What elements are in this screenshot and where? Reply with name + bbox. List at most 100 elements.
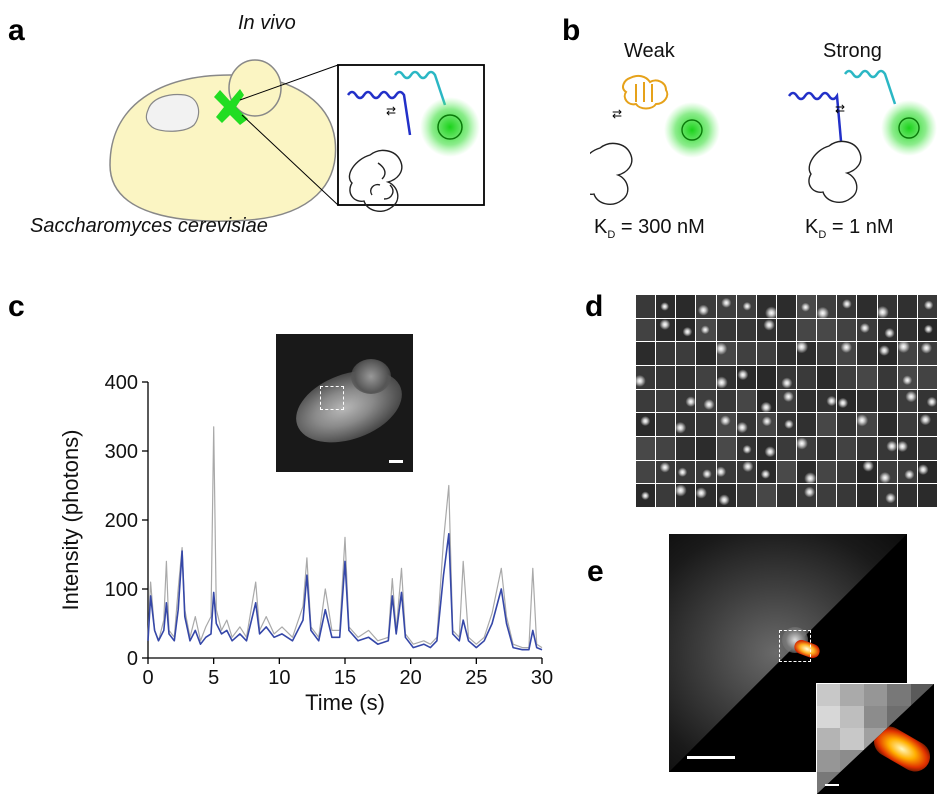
molecule-tile [917,484,937,507]
molecule-tile [696,318,716,342]
y-tick-label: 0 [127,648,138,670]
molecule-tile [837,484,857,507]
molecule-tile [756,365,776,389]
panel-letter-c: c [8,290,25,323]
intensity-trace-chart: 0 100 200 300 400 0 5 10 15 20 25 30 Time (s) Intensi… [58,372,553,715]
molecule-tile [857,460,877,484]
orange-nanobody [622,74,669,110]
molecule-tile [877,365,897,389]
cyan-helix [843,69,897,105]
molecule-tile [656,413,676,436]
equilibrium-arrows: ⇄ [612,107,622,121]
molecule-tile [656,484,676,507]
molecule-tile [636,460,656,484]
molecule-tile [736,295,756,318]
molecule-tile [716,484,736,507]
molecule-tile [656,365,676,389]
molecule-tile [817,295,837,318]
x-axis-label: Time (s) [305,690,385,715]
molecule-tile [877,389,897,413]
molecule-tile [636,365,656,389]
molecule-tile [797,295,817,318]
cyan-helix [393,70,447,106]
molecule-tile [756,318,776,342]
molecule-tile [636,342,656,365]
molecule-tile [736,484,756,507]
kd-value: = 1 nM [826,216,894,238]
molecule-tile [897,342,917,365]
molecule-tile [897,484,917,507]
molecule-tile [756,436,776,460]
molecule-tile [776,413,797,436]
gfp-glow [420,97,480,157]
molecule-tile [897,413,917,436]
molecule-tile [736,342,756,365]
y-tick-label: 400 [105,372,138,394]
molecule-tile [817,413,837,436]
y-tick-label: 200 [105,510,138,532]
molecule-tile [857,365,877,389]
molecule-tile [776,295,797,318]
molecule-tile [636,484,656,507]
scale-bar [687,756,735,759]
pixel [887,684,911,706]
super-resolution-image [669,534,907,772]
molecule-tile [797,413,817,436]
panel-letter-b: b [562,14,581,47]
molecule-tile [797,318,817,342]
pixel [817,750,841,772]
molecule-tile [716,365,736,389]
binding-diagram-weak: ⇄ [590,74,720,205]
molecule-tile [756,460,776,484]
molecule-tile [877,436,897,460]
molecule-tile [656,295,676,318]
molecule-tile [676,389,696,413]
molecule-tile [877,318,897,342]
zoom-inset [816,683,935,795]
molecule-tile [797,365,817,389]
molecule-tile [716,436,736,460]
molecule-tile [756,342,776,365]
molecule-tile [696,436,716,460]
single-molecule-tile-grid [636,295,937,507]
molecule-tile [877,413,897,436]
molecule-tile [776,365,797,389]
kd-subscript: D [607,229,616,241]
scale-bar [389,460,403,463]
gfp-barrel [437,114,463,140]
molecule-tile [696,484,716,507]
black-protein-structure [348,149,403,212]
x-tick-label: 25 [465,667,487,689]
x-tick-label: 15 [334,667,356,689]
pixel [840,684,864,706]
molecule-tile [736,365,756,389]
molecule-tile [656,460,676,484]
molecule-tile [897,365,917,389]
roi-dashed-box [779,630,811,662]
molecule-tile [676,436,696,460]
cell-micrograph-inset [276,334,413,472]
molecule-tile [817,436,837,460]
molecule-tile [857,389,877,413]
yeast-cell-diagram: ⇄ [109,59,485,222]
molecule-tile [756,484,776,507]
molecule-tile [676,295,696,318]
molecule-tile [776,342,797,365]
molecule-tile [837,413,857,436]
molecule-tile [857,413,877,436]
molecule-tile [797,436,817,460]
x-tick-label: 5 [208,667,219,689]
molecule-tile [736,413,756,436]
molecule-tile [636,318,656,342]
molecule-tile [716,460,736,484]
molecule-tile [817,318,837,342]
molecule-tile [897,389,917,413]
molecule-tile [696,460,716,484]
x-tick-label: 10 [268,667,290,689]
molecule-tile [656,436,676,460]
molecule-tile [837,342,857,365]
molecule-tile [696,342,716,365]
scale-bar [825,784,839,786]
kd-symbol: K [805,216,819,238]
molecule-tile [797,484,817,507]
